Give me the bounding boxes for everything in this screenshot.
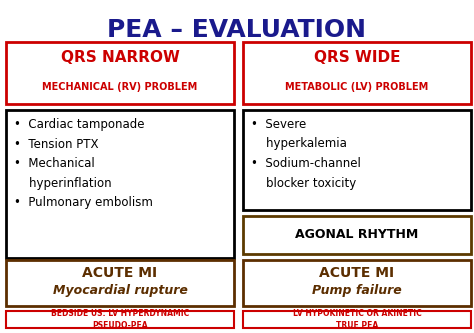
Text: METABOLIC (LV) PROBLEM: METABOLIC (LV) PROBLEM — [285, 82, 428, 92]
Text: MECHANICAL (RV) PROBLEM: MECHANICAL (RV) PROBLEM — [42, 82, 198, 92]
Text: ACUTE MI: ACUTE MI — [82, 266, 157, 280]
Bar — [6, 42, 234, 104]
Text: AGONAL RHYTHM: AGONAL RHYTHM — [295, 228, 419, 241]
Bar — [6, 110, 234, 258]
Text: Pump failure: Pump failure — [312, 284, 402, 297]
Text: ACUTE MI: ACUTE MI — [319, 266, 394, 280]
Bar — [243, 42, 471, 104]
Bar — [6, 260, 234, 306]
Bar — [243, 260, 471, 306]
Text: QRS NARROW: QRS NARROW — [61, 50, 180, 65]
Bar — [243, 216, 471, 254]
Text: LV HYPOKINETIC OR AKINETIC
TRUE PEA: LV HYPOKINETIC OR AKINETIC TRUE PEA — [292, 309, 421, 330]
Text: PEA – EVALUATION: PEA – EVALUATION — [108, 18, 366, 42]
Text: Myocardial rupture: Myocardial rupture — [53, 284, 187, 297]
Text: BEDSIDE US: LV HYPERDYNAMIC
PSEUDO-PEA: BEDSIDE US: LV HYPERDYNAMIC PSEUDO-PEA — [51, 309, 189, 330]
Text: •  Cardiac tamponade
•  Tension PTX
•  Mechanical
    hyperinflation
•  Pulmonar: • Cardiac tamponade • Tension PTX • Mech… — [14, 118, 153, 209]
Bar — [6, 311, 234, 328]
Bar — [243, 110, 471, 210]
Bar — [243, 311, 471, 328]
Text: QRS WIDE: QRS WIDE — [314, 50, 400, 65]
Text: •  Severe
    hyperkalemia
•  Sodium-channel
    blocker toxicity: • Severe hyperkalemia • Sodium-channel b… — [251, 118, 361, 189]
